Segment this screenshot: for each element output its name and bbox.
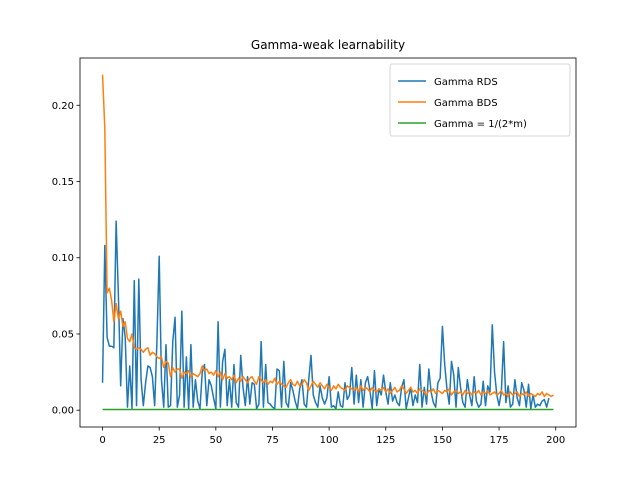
x-tick-label: 125 bbox=[376, 435, 395, 446]
legend-box bbox=[389, 63, 571, 137]
series-line-0 bbox=[101, 220, 550, 410]
x-tick-label: 0 bbox=[99, 435, 105, 446]
y-tick-label: 0.05 bbox=[52, 329, 74, 340]
legend-label: Gamma = 1/(2*m) bbox=[434, 119, 527, 130]
x-tick-label: 50 bbox=[209, 435, 222, 446]
y-tick-label: 0.15 bbox=[52, 177, 74, 188]
y-tick-label: 0.00 bbox=[52, 406, 74, 417]
x-tick-label: 100 bbox=[320, 435, 339, 446]
legend-label: Gamma RDS bbox=[434, 77, 498, 88]
legend: Gamma RDS Gamma BDS Gamma = 1/(2*m) bbox=[389, 63, 571, 137]
axes-frame bbox=[79, 57, 577, 428]
x-tick-label: 25 bbox=[153, 435, 166, 446]
x-tick-label: 200 bbox=[546, 435, 565, 446]
y-axis-ticks: 0.00 0.05 0.10 0.15 0.20 bbox=[52, 101, 80, 417]
legend-label: Gamma BDS bbox=[434, 98, 498, 109]
chart-title: Gamma-weak learnability bbox=[251, 38, 405, 52]
x-tick-label: 150 bbox=[433, 435, 452, 446]
y-tick-label: 0.20 bbox=[52, 101, 74, 112]
series-lines bbox=[101, 74, 554, 411]
y-tick-label: 0.10 bbox=[52, 253, 74, 264]
x-tick-label: 175 bbox=[490, 435, 509, 446]
series-line-1 bbox=[101, 74, 554, 398]
x-tick-label: 75 bbox=[266, 435, 279, 446]
x-axis-ticks: 0 25 50 75 100 125 150 175 200 bbox=[99, 427, 565, 446]
